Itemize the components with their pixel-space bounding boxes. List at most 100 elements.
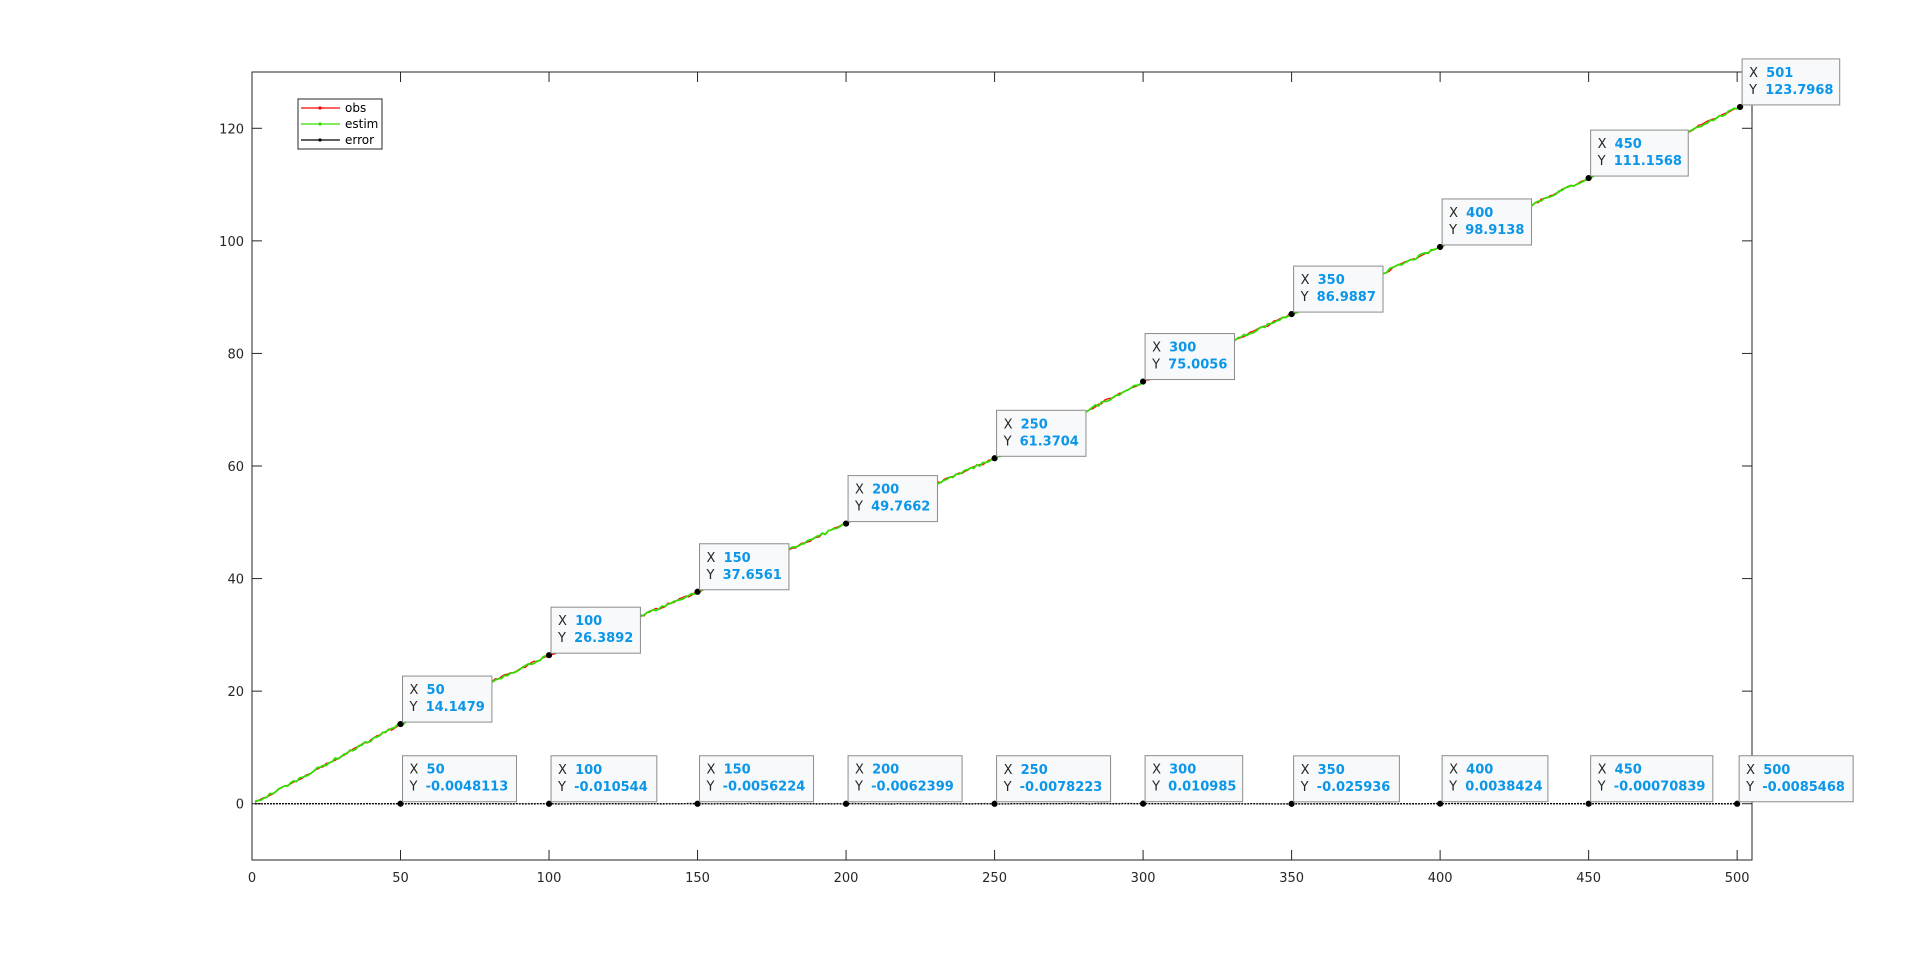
datatip-y-key: Y: [854, 780, 867, 795]
datatip-x-value: 300: [1169, 341, 1196, 356]
datatip-box: [1738, 755, 1854, 803]
datatip[interactable]: X 50 Y -0.0048113: [397, 755, 518, 807]
datatip-x-value: 50: [427, 683, 445, 698]
datatip-x-value: 350: [1318, 763, 1345, 778]
datatip-x-value: 150: [724, 763, 751, 778]
datatip-y-key: Y: [1300, 290, 1313, 305]
datatip[interactable]: X 150 Y 37.6561: [694, 543, 790, 595]
datatip-x-value: 100: [575, 763, 602, 778]
datatip-y-key: Y: [1003, 780, 1016, 795]
datatip[interactable]: X 250 Y -0.0078223: [991, 755, 1112, 807]
datatip-y-key: Y: [1597, 154, 1610, 169]
datatip-x-value: 250: [1021, 763, 1048, 778]
datatip-y-line: Y 14.1479: [409, 700, 485, 715]
datatip-y-value: -0.00070839: [1614, 780, 1706, 795]
datatip[interactable]: X 200 Y -0.0062399: [842, 755, 963, 807]
legend-label-obs: obs: [345, 101, 366, 115]
datatip-x-line: X 500: [1746, 763, 1790, 778]
legend-item-error[interactable]: error: [301, 133, 374, 147]
datatip-x-line: X 100: [558, 763, 602, 778]
datatip-y-line: Y 0.0038424: [1448, 780, 1542, 795]
datatip[interactable]: X 450 Y -0.00070839: [1585, 755, 1714, 807]
datatip[interactable]: X 200 Y 49.7662: [842, 475, 938, 527]
x-tick-label: 400: [1428, 871, 1453, 886]
datatip[interactable]: X 450 Y 111.1568: [1585, 129, 1689, 182]
datatip-y-value: -0.0048113: [426, 780, 509, 795]
datatip-x-value: 50: [427, 763, 445, 778]
datatip-x-line: X 150: [707, 551, 751, 566]
datatip-y-key: Y: [1448, 780, 1461, 795]
datatip-box: [1293, 265, 1384, 313]
datatip-y-line: Y 61.3704: [1003, 434, 1079, 449]
datatip-marker: [1437, 800, 1444, 807]
datatip-marker: [1734, 800, 1741, 807]
datatip[interactable]: X 500 Y -0.0085468: [1734, 755, 1854, 807]
legend-item-estim[interactable]: estim: [301, 117, 378, 131]
y-tick-label: 60: [227, 460, 244, 475]
datatip-box: [1590, 129, 1689, 177]
datatip-y-line: Y 0.010985: [1151, 780, 1236, 795]
legend-item-obs[interactable]: obs: [301, 101, 366, 115]
datatip[interactable]: X 150 Y -0.0056224: [694, 755, 815, 807]
datatip-y-key: Y: [409, 700, 422, 715]
datatip-box: [402, 675, 493, 723]
datatip-y-key: Y: [1745, 780, 1758, 795]
datatip[interactable]: X 501 Y 123.7968: [1737, 58, 1841, 111]
x-tick-label: 500: [1725, 871, 1750, 886]
datatip-y-key: Y: [706, 780, 719, 795]
datatip-x-line: X 350: [1301, 763, 1345, 778]
datatip-y-line: Y -0.0085468: [1745, 780, 1845, 795]
datatip[interactable]: X 300 Y 0.010985: [1139, 755, 1244, 807]
datatip-x-key: X: [558, 614, 571, 629]
datatip-x-line: X 200: [855, 483, 899, 498]
datatip[interactable]: X 100 Y -0.010544: [545, 755, 658, 807]
plot-area: [252, 72, 1752, 860]
datatip-y-key: Y: [409, 780, 422, 795]
y-tick-label: 80: [227, 347, 244, 362]
datatip-marker: [397, 720, 404, 728]
datatip-x-value: 100: [575, 614, 602, 629]
datatip[interactable]: X 50 Y 14.1479: [397, 675, 493, 728]
datatip-x-line: X 450: [1598, 137, 1642, 152]
datatip-box: [1441, 198, 1533, 246]
datatip-box: [996, 409, 1087, 457]
datatip-box: [699, 543, 790, 591]
datatip-y-key: Y: [1151, 780, 1164, 795]
datatip-y-line: Y 49.7662: [854, 500, 930, 515]
datatip-x-line: X 400: [1449, 763, 1493, 778]
datatip-x-line: X 300: [1152, 763, 1196, 778]
datatip[interactable]: X 350 Y 86.9887: [1288, 265, 1384, 318]
datatip-x-value: 400: [1466, 763, 1493, 778]
datatip-y-value: 111.1568: [1614, 154, 1682, 169]
datatip-x-key: X: [1598, 137, 1611, 152]
datatip-y-value: -0.0078223: [1020, 780, 1103, 795]
datatip-x-value: 200: [872, 763, 899, 778]
datatip-y-key: Y: [1448, 223, 1461, 238]
datatip[interactable]: X 400 Y 0.0038424: [1437, 755, 1549, 807]
datatip[interactable]: X 400 Y 98.9138: [1437, 198, 1533, 251]
datatip[interactable]: X 300 Y 75.0056: [1139, 333, 1235, 385]
datatip-y-value: -0.025936: [1317, 780, 1391, 795]
datatip[interactable]: X 350 Y -0.025936: [1288, 755, 1400, 807]
y-tick-label: 40: [227, 573, 244, 588]
legend[interactable]: obs estim error: [297, 98, 383, 150]
datatip-marker: [842, 520, 850, 527]
datatip-box: [1293, 755, 1400, 803]
datatip-x-value: 350: [1318, 273, 1345, 288]
datatip-x-value: 300: [1169, 763, 1196, 778]
x-tick-label: 100: [537, 871, 562, 886]
datatip-y-key: Y: [1300, 780, 1313, 795]
datatip-x-key: X: [707, 763, 720, 778]
datatip-y-line: Y -0.0056224: [706, 780, 806, 795]
x-tick-label: 150: [685, 871, 710, 886]
datatip-x-line: X 50: [410, 683, 445, 698]
datatip-y-value: 75.0056: [1168, 358, 1227, 373]
datatip-y-line: Y -0.0048113: [409, 780, 509, 795]
datatip-x-line: X 150: [707, 763, 751, 778]
datatip-x-key: X: [1301, 273, 1314, 288]
datatip[interactable]: X 100 Y 26.3892: [545, 606, 641, 659]
datatip-y-line: Y 75.0056: [1151, 358, 1227, 373]
datatip[interactable]: X 250 Y 61.3704: [991, 409, 1087, 462]
datatip-x-line: X 300: [1152, 341, 1196, 356]
